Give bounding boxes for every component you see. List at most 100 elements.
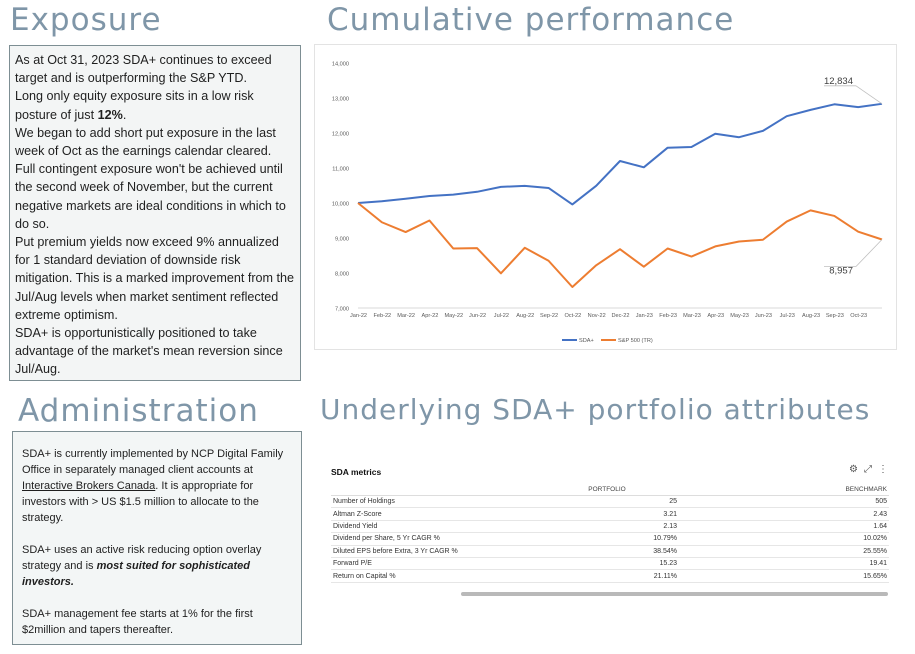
benchmark-value-cell: 15.65%	[679, 569, 889, 583]
metric-name-cell: Return on Capital %	[331, 569, 535, 583]
benchmark-column-header: BENCHMARK	[679, 484, 889, 496]
x-tick-label: Jul-23	[780, 313, 795, 319]
table-row: Diluted EPS before Extra, 3 Yr CAGR % 38.…	[331, 545, 889, 558]
exposure-paragraph: As at Oct 31, 2023 SDA+ continues to exc…	[15, 53, 272, 86]
table-row: Number of Holdings 25 505	[331, 495, 889, 509]
y-tick-label: 11,000	[332, 167, 349, 173]
admin-paragraph: SDA+ is currently implemented by NCP Dig…	[22, 446, 291, 526]
sp500-end-value-label: 8,957	[829, 266, 853, 277]
portfolio-value-cell: 25	[535, 495, 679, 509]
admin-text: SDA+ uses an active risk reducing option…	[22, 544, 262, 572]
portfolio-value-cell: 3.21	[535, 507, 679, 521]
exposure-paragraph: SDA+ is opportunistically positioned to …	[15, 326, 283, 377]
benchmark-value-cell: 2.43	[679, 507, 889, 521]
sda-callout-leader	[855, 85, 883, 105]
benchmark-value-cell: 25.55%	[679, 545, 889, 558]
x-tick-label: Apr-23	[707, 313, 724, 319]
table-row: Dividend Yield 2.13 1.64	[331, 520, 889, 534]
x-tick-label: Jan-23	[636, 313, 653, 319]
metric-name-cell: Dividend per Share, 5 Yr CAGR %	[331, 532, 535, 546]
exposure-text: Long only equity exposure sits in a low …	[15, 89, 254, 122]
table-row: Return on Capital % 21.11% 15.65%	[331, 569, 889, 583]
benchmark-value-cell: 10.02%	[679, 532, 889, 546]
benchmark-value-cell: 1.64	[679, 520, 889, 534]
x-tick-label: Aug-23	[802, 313, 820, 319]
metric-name-cell: Diluted EPS before Extra, 3 Yr CAGR %	[331, 545, 535, 558]
exposure-paragraph: We began to add short put exposure in th…	[15, 125, 276, 159]
administration-box: SDA+ is currently implemented by NCP Dig…	[12, 431, 302, 645]
x-tick-label: May-23	[730, 313, 749, 319]
y-tick-label: 13,000	[332, 97, 349, 103]
metric-name-cell: Forward P/E	[331, 557, 535, 571]
x-tick-label: Sep-22	[540, 313, 558, 319]
admin-paragraph: SDA+ uses an active risk reducing option…	[22, 542, 291, 590]
legend-sp500-label: S&P 500 (TR)	[618, 338, 653, 344]
y-tick-label: 7,000	[335, 307, 349, 313]
portfolio-column-header: PORTFOLIO	[535, 484, 679, 496]
x-tick-label: Oct-23	[850, 313, 867, 319]
metrics-toolbar: ⚙ ⤢ ⋮	[843, 464, 888, 475]
x-tick-label: May-22	[444, 313, 463, 319]
equity-exposure-value: 12%	[97, 107, 123, 122]
metric-name-cell: Dividend Yield	[331, 520, 535, 534]
legend-sda-label: SDA+	[579, 338, 594, 344]
portfolio-value-cell: 2.13	[535, 520, 679, 534]
portfolio-value-cell: 10.79%	[535, 532, 679, 546]
portfolio-value-cell: 38.54%	[535, 545, 679, 558]
y-tick-label: 9,000	[335, 237, 349, 243]
table-row: Dividend per Share, 5 Yr CAGR % 10.79% 10.…	[331, 532, 889, 546]
x-tick-label: Oct-22	[564, 313, 581, 319]
table-row: Forward P/E 15.23 19.41	[331, 557, 889, 571]
y-tick-label: 8,000	[335, 272, 349, 278]
performance-chart-svg: 7,000 8,000 9,000 10,000 11,000 12,000 13,000 1…	[332, 62, 883, 344]
benchmark-value-cell: 505	[679, 495, 889, 509]
metrics-table: PORTFOLIO BENCHMARK Number of Holdings 25…	[331, 484, 889, 583]
sp500-series-line	[357, 202, 883, 288]
exposure-paragraph: Full contingent exposure won't be achiev…	[15, 162, 286, 231]
x-tick-label: Nov-22	[588, 313, 606, 319]
sda-end-value-label: 12,834	[824, 76, 853, 87]
x-tick-label: Feb-22	[373, 313, 391, 319]
more-vertical-icon[interactable]: ⋮	[878, 464, 888, 475]
y-tick-label: 10,000	[332, 202, 349, 208]
exposure-paragraph: Long only equity exposure sits in a low …	[15, 87, 296, 123]
x-tick-label: Jul-22	[494, 313, 509, 319]
portfolio-value-cell: 21.11%	[535, 569, 679, 583]
sda-metrics-panel: SDA metrics ⚙ ⤢ ⋮ PORTFOLIO BENCHMARK Numb…	[329, 462, 890, 602]
x-tick-label: Mar-22	[397, 313, 415, 319]
x-tick-label: Aug-22	[516, 313, 534, 319]
sda-series-line	[357, 102, 883, 206]
admin-paragraph: SDA+ management fee starts at 1% for the…	[22, 608, 253, 636]
y-tick-label: 12,000	[332, 132, 349, 138]
exposure-paragraph: Put premium yields now exceed 9% annuali…	[15, 235, 295, 322]
benchmark-value-cell: 19.41	[679, 557, 889, 571]
admin-text: SDA+ is currently implemented by NCP Dig…	[22, 448, 284, 476]
interactive-brokers-link[interactable]: Interactive Brokers Canada	[22, 480, 156, 492]
exposure-commentary: As at Oct 31, 2023 SDA+ continues to exc…	[9, 45, 301, 381]
cumulative-performance-heading: Cumulative performance	[327, 2, 735, 38]
x-tick-label: Jun-23	[755, 313, 772, 319]
x-tick-label: Apr-22	[422, 313, 439, 319]
portfolio-attributes-heading: Underlying SDA+ portfolio attributes	[320, 393, 871, 426]
sp500-callout-leader	[855, 239, 883, 267]
sophisticated-investors-emphasis: most suited for sophisticated investors.	[22, 560, 251, 588]
x-tick-label: Sep-23	[826, 313, 844, 319]
exposure-heading: Exposure	[10, 2, 162, 38]
exposure-text: .	[122, 107, 127, 122]
x-tick-label: Feb-23	[659, 313, 677, 319]
x-tick-label: Dec-22	[611, 313, 629, 319]
metrics-header-row: PORTFOLIO BENCHMARK	[331, 484, 889, 496]
gear-icon[interactable]: ⚙	[849, 464, 858, 475]
performance-chart: 7,000 8,000 9,000 10,000 11,000 12,000 13,000 1…	[314, 44, 897, 350]
administration-heading: Administration	[18, 393, 259, 429]
metric-name-cell: Number of Holdings	[331, 495, 535, 509]
sda-metrics-title: SDA metrics	[331, 467, 382, 477]
x-tick-label: Mar-23	[683, 313, 701, 319]
portfolio-value-cell: 15.23	[535, 557, 679, 571]
expand-icon[interactable]: ⤢	[864, 464, 872, 475]
x-tick-label: Jun-22	[469, 313, 486, 319]
admin-text: . It is appropriate for investors with >…	[22, 480, 259, 524]
horizontal-scrollbar[interactable]	[461, 592, 888, 596]
table-row: Altman Z-Score 3.21 2.43	[331, 507, 889, 521]
x-tick-label: Jan-22	[350, 313, 367, 319]
